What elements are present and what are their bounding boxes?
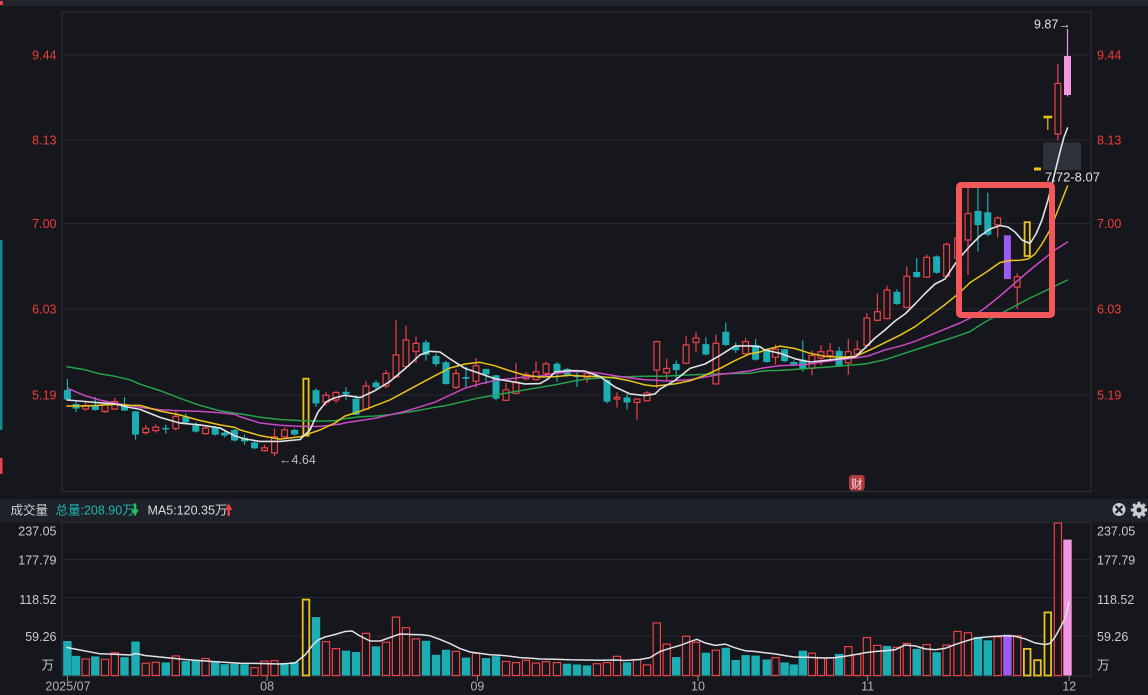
svg-text:MA5:120.35万: MA5:120.35万 (148, 504, 228, 518)
svg-text:177.79: 177.79 (1097, 554, 1135, 568)
svg-text:2025/07: 2025/07 (45, 680, 90, 694)
svg-text:7.00: 7.00 (1097, 217, 1121, 231)
svg-text:财: 财 (851, 477, 863, 491)
svg-text:118.52: 118.52 (1097, 593, 1134, 607)
svg-text:7.00: 7.00 (32, 217, 56, 231)
svg-text:万: 万 (1097, 659, 1110, 673)
svg-text:59.26: 59.26 (1097, 630, 1128, 644)
svg-text:总量:208.90万: 总量:208.90万 (56, 504, 135, 518)
svg-text:118.52: 118.52 (19, 593, 56, 607)
svg-text:09: 09 (470, 680, 484, 694)
svg-text:←4.64: ←4.64 (279, 453, 316, 467)
svg-text:237.05: 237.05 (1097, 525, 1135, 539)
svg-text:08: 08 (260, 680, 274, 694)
svg-text:237.05: 237.05 (18, 525, 56, 539)
svg-text:7.72-8.07: 7.72-8.07 (1045, 170, 1100, 185)
svg-text:万: 万 (41, 659, 54, 673)
svg-text:9.87→: 9.87→ (1034, 18, 1071, 32)
svg-text:5.19: 5.19 (1097, 389, 1121, 403)
svg-text:8.13: 8.13 (1097, 134, 1121, 148)
svg-text:成交量: 成交量 (11, 503, 49, 518)
svg-text:6.03: 6.03 (1097, 303, 1121, 317)
svg-text:5.19: 5.19 (32, 389, 56, 403)
svg-text:10: 10 (691, 680, 705, 694)
svg-text:8.13: 8.13 (32, 134, 56, 148)
svg-text:9.44: 9.44 (32, 49, 56, 63)
svg-text:9.44: 9.44 (1097, 49, 1121, 63)
svg-text:12: 12 (1062, 680, 1076, 694)
svg-text:59.26: 59.26 (25, 630, 56, 644)
svg-text:177.79: 177.79 (18, 554, 56, 568)
svg-text:6.03: 6.03 (32, 303, 56, 317)
svg-text:11: 11 (861, 680, 874, 694)
